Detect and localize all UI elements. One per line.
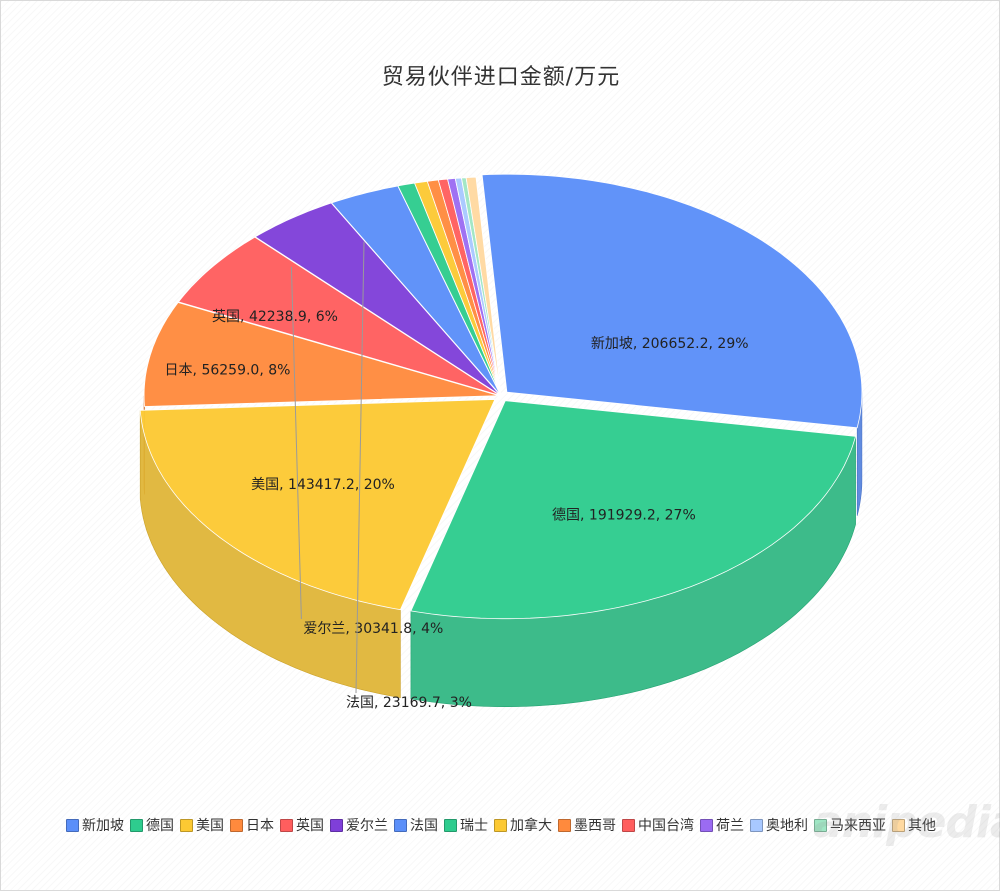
- legend-swatch: [130, 818, 143, 832]
- legend-swatch: [394, 818, 407, 832]
- legend-item-加拿大[interactable]: 加拿大: [494, 815, 552, 835]
- legend-label: 日本: [246, 818, 274, 834]
- pie-slice-德国: [410, 400, 857, 620]
- legend-label: 德国: [146, 818, 174, 834]
- legend-swatch: [280, 818, 293, 832]
- legend: 新加坡 德国 美国 日本 英国 爱尔兰 法国 瑞士 加拿大 墨西哥 中国台湾 荷兰 奥地利 马来西亚 其他: [1, 815, 1000, 835]
- pie-slice-新加坡: [481, 173, 863, 429]
- legend-swatch: [66, 818, 79, 832]
- legend-label: 新加坡: [82, 818, 124, 834]
- legend-item-荷兰[interactable]: 荷兰: [700, 815, 744, 835]
- data-label-德国: 德国, 191929.2, 27%: [552, 508, 696, 524]
- chart-title: 贸易伙伴进口金额/万元: [381, 65, 621, 90]
- pie-chart: 新加坡, 206652.2, 29% 德国, 191929.2, 27% 美国, 1…: [139, 173, 863, 711]
- legend-swatch: [892, 818, 905, 832]
- pie-slice-日本: [143, 302, 500, 407]
- legend-label: 法国: [410, 818, 438, 834]
- pie-slice-其他: [465, 176, 502, 395]
- legend-label: 英国: [296, 818, 324, 834]
- pie-slice-法国: [330, 185, 501, 395]
- data-labels: 新加坡, 206652.2, 29% 德国, 191929.2, 27% 美国, 1…: [165, 241, 749, 711]
- pie-top-faces: [139, 173, 863, 620]
- watermark: anipedia: [813, 797, 1000, 848]
- legend-swatch: [558, 818, 571, 832]
- legend-swatch: [180, 818, 193, 832]
- pie-slice-英国: [177, 236, 500, 396]
- legend-swatch: [750, 818, 763, 832]
- legend-label: 瑞士: [460, 818, 488, 834]
- legend-label: 奥地利: [766, 818, 808, 834]
- leader-line-爱尔兰: [290, 266, 302, 620]
- legend-label: 马来西亚: [830, 818, 886, 834]
- data-label-爱尔兰: 爱尔兰, 30341.8, 4%: [303, 621, 443, 637]
- legend-swatch: [700, 818, 713, 832]
- data-label-法国: 法国, 23169.7, 3%: [346, 695, 472, 711]
- legend-label: 其他: [908, 818, 936, 834]
- legend-item-英国[interactable]: 英国: [280, 815, 324, 835]
- legend-label: 荷兰: [716, 818, 744, 834]
- legend-swatch: [444, 818, 457, 832]
- legend-item-日本[interactable]: 日本: [230, 815, 274, 835]
- legend-swatch: [230, 818, 243, 832]
- legend-item-其他[interactable]: 其他: [892, 815, 936, 835]
- leader-line-法国: [355, 241, 365, 694]
- legend-swatch: [330, 818, 343, 832]
- legend-swatch: [622, 818, 635, 832]
- legend-item-法国[interactable]: 法国: [394, 815, 438, 835]
- legend-item-新加坡[interactable]: 新加坡: [66, 815, 124, 835]
- pie-slice-美国: [139, 399, 496, 611]
- legend-item-中国台湾[interactable]: 中国台湾: [622, 815, 694, 835]
- data-label-美国: 美国, 143417.2, 20%: [251, 477, 395, 493]
- legend-item-马来西亚[interactable]: 马来西亚: [814, 815, 886, 835]
- data-label-新加坡: 新加坡, 206652.2, 29%: [591, 336, 749, 352]
- pie-slice-爱尔兰: [254, 202, 501, 396]
- data-label-日本: 日本, 56259.0, 8%: [165, 362, 291, 378]
- legend-item-爱尔兰[interactable]: 爱尔兰: [330, 815, 388, 835]
- legend-item-瑞士[interactable]: 瑞士: [444, 815, 488, 835]
- legend-item-美国[interactable]: 美国: [180, 815, 224, 835]
- legend-label: 美国: [196, 818, 224, 834]
- legend-label: 墨西哥: [574, 818, 616, 834]
- legend-label: 中国台湾: [638, 818, 694, 834]
- legend-label: 爱尔兰: [346, 818, 388, 834]
- legend-item-墨西哥[interactable]: 墨西哥: [558, 815, 616, 835]
- legend-swatch: [814, 818, 827, 832]
- legend-label: 加拿大: [510, 818, 552, 834]
- legend-item-德国[interactable]: 德国: [130, 815, 174, 835]
- data-label-英国: 英国, 42238.9, 6%: [212, 308, 338, 325]
- legend-swatch: [494, 818, 507, 832]
- legend-item-奥地利[interactable]: 奥地利: [750, 815, 808, 835]
